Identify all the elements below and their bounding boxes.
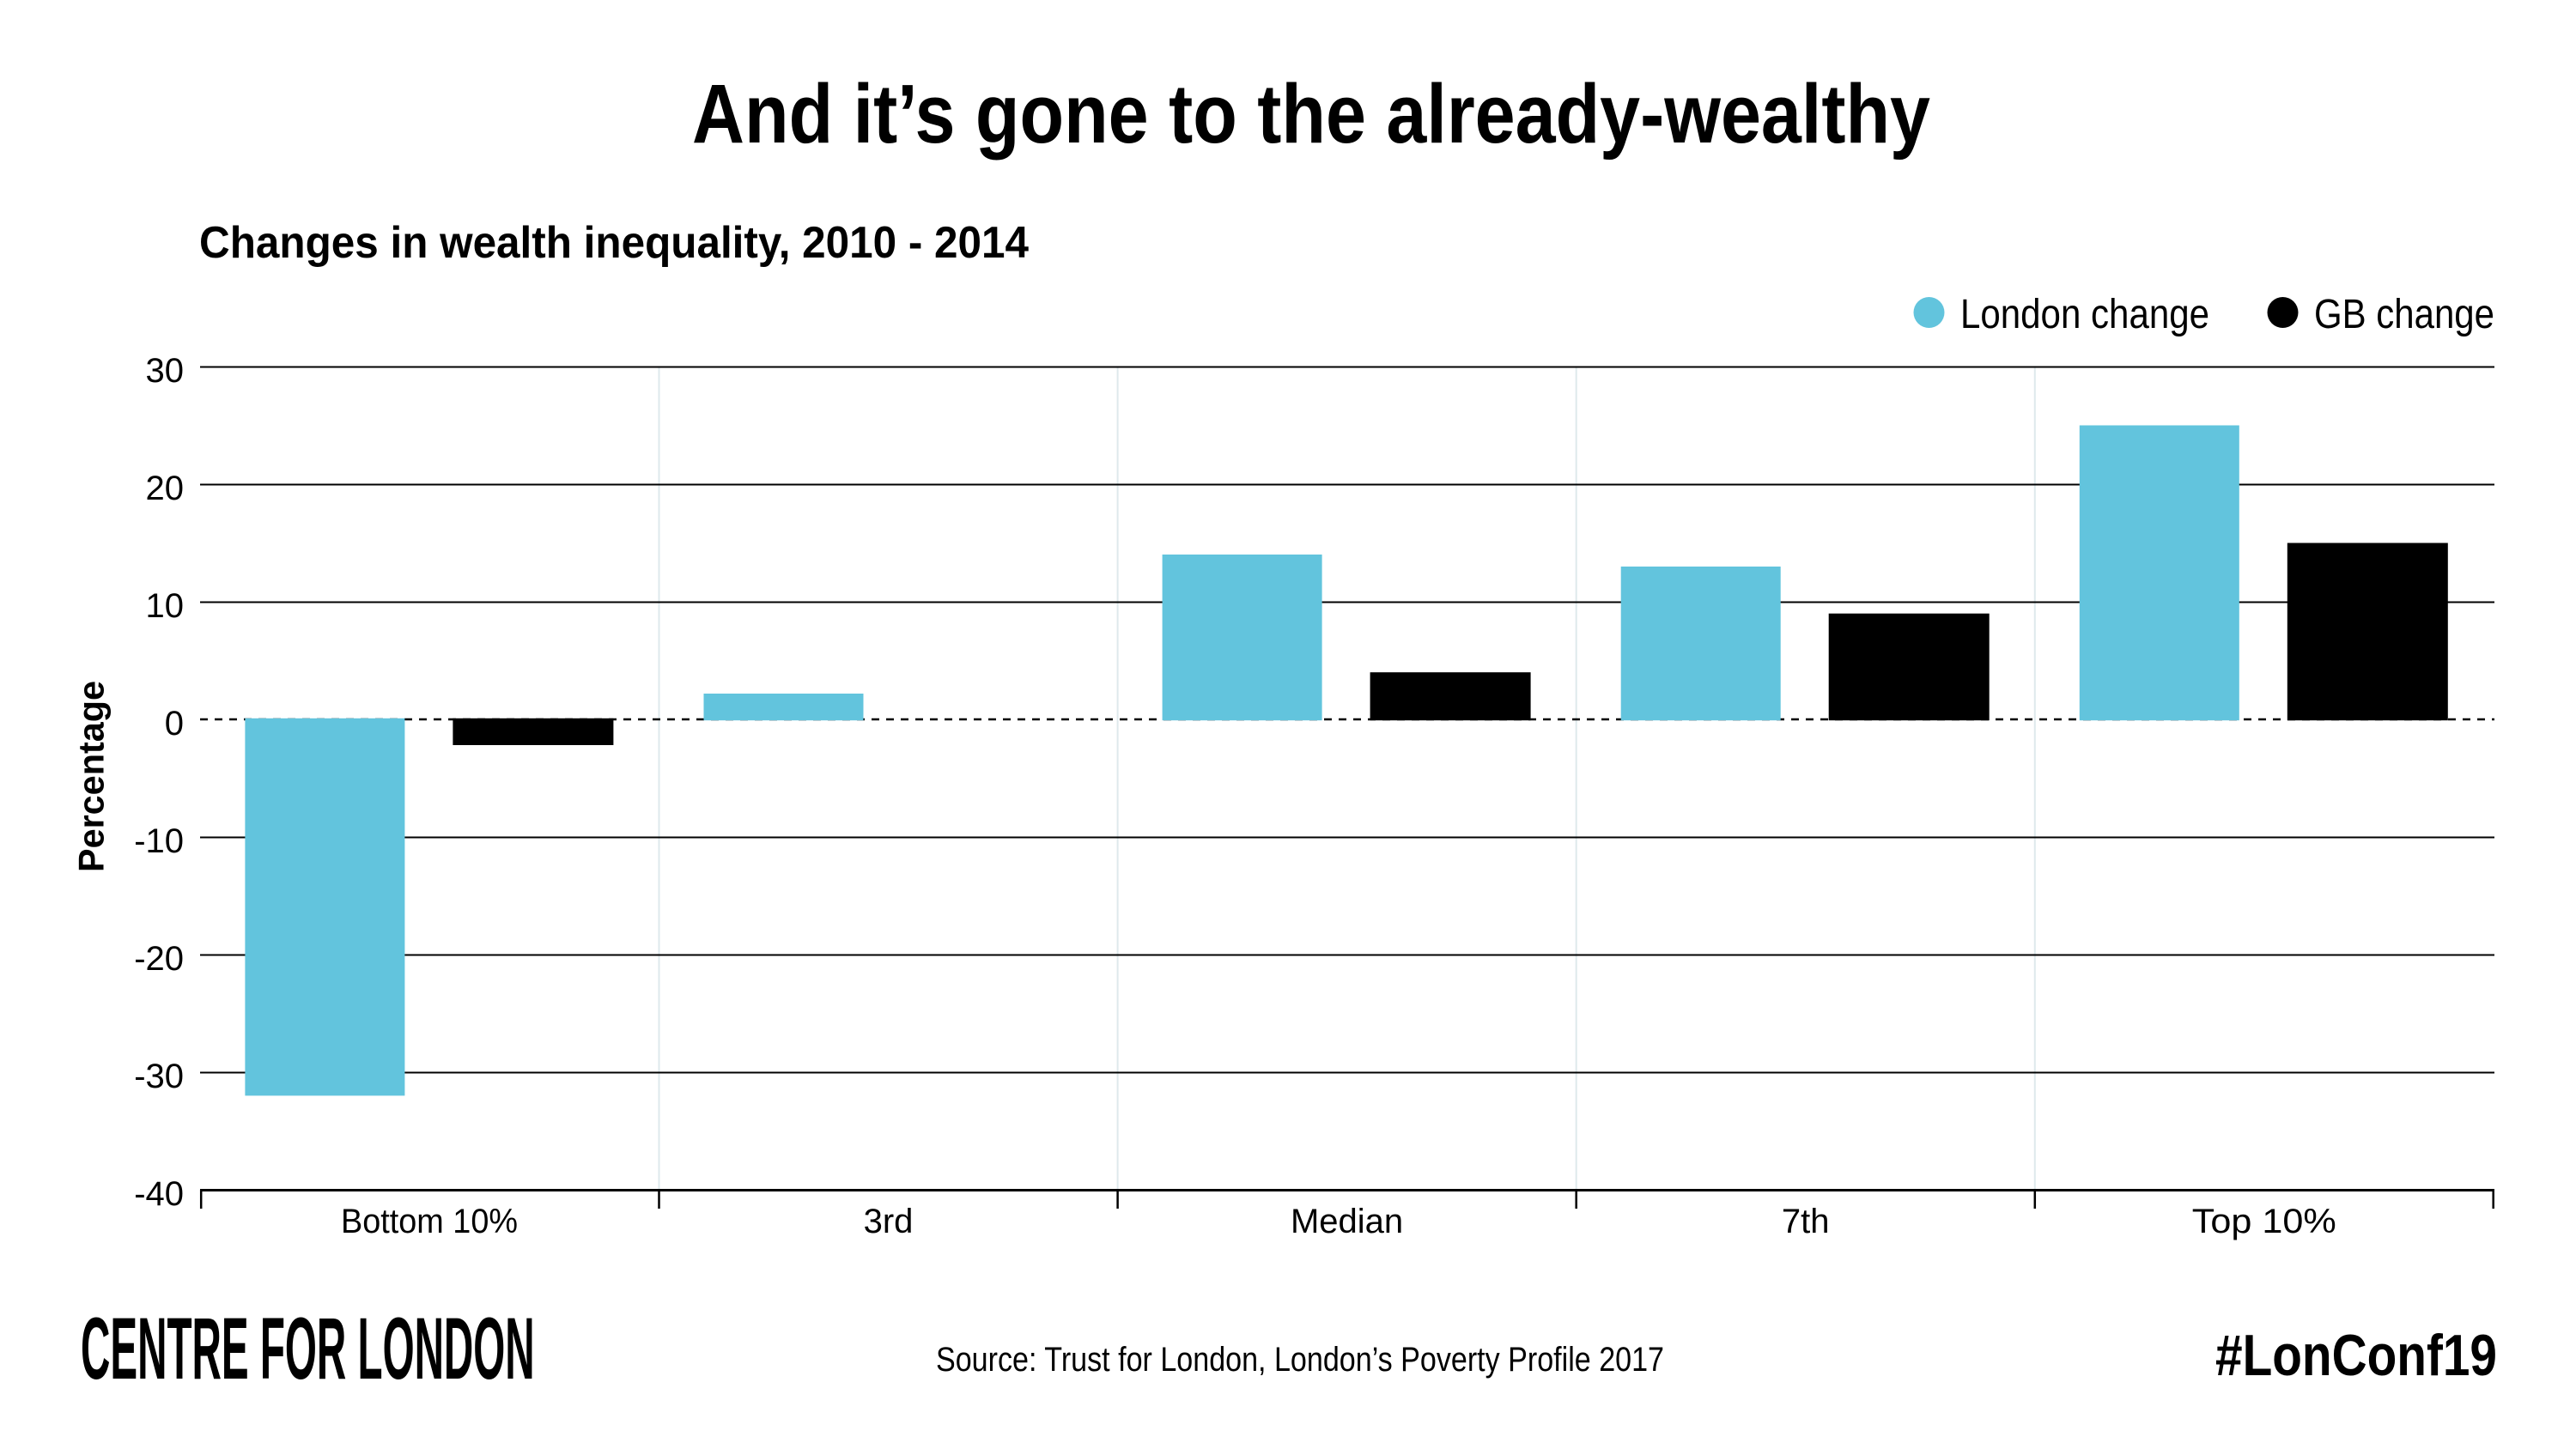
svg-text:Changes in wealth inequality,: Changes in wealth inequality, 2010 - 201… (199, 218, 1029, 268)
svg-text:20: 20 (146, 470, 185, 507)
svg-text:And it’s gone to the already-w: And it’s gone to the already-wealthy (692, 67, 1930, 161)
svg-text:CENTRE FOR LONDON: CENTRE FOR LONDON (81, 1300, 535, 1397)
svg-text:-30: -30 (134, 1058, 184, 1095)
svg-text:30: 30 (146, 352, 185, 390)
svg-text:10: 10 (146, 587, 185, 625)
svg-text:-10: -10 (134, 822, 184, 860)
svg-text:GB change: GB change (2314, 292, 2494, 337)
svg-text:#LonConf19: #LonConf19 (2215, 1323, 2497, 1388)
svg-text:Source: Trust for London, Lond: Source: Trust for London, London’s Pover… (936, 1341, 1664, 1379)
svg-text:London change: London change (1960, 292, 2209, 337)
svg-text:Median: Median (1291, 1203, 1403, 1240)
svg-text:3rd: 3rd (864, 1203, 914, 1240)
svg-text:Top 10%: Top 10% (2192, 1203, 2336, 1240)
svg-text:Percentage: Percentage (71, 681, 112, 872)
svg-text:-20: -20 (134, 940, 184, 978)
svg-text:7th: 7th (1782, 1203, 1830, 1240)
svg-text:0: 0 (165, 705, 184, 743)
svg-text:-40: -40 (134, 1175, 184, 1213)
svg-text:Bottom 10%: Bottom 10% (341, 1203, 518, 1240)
